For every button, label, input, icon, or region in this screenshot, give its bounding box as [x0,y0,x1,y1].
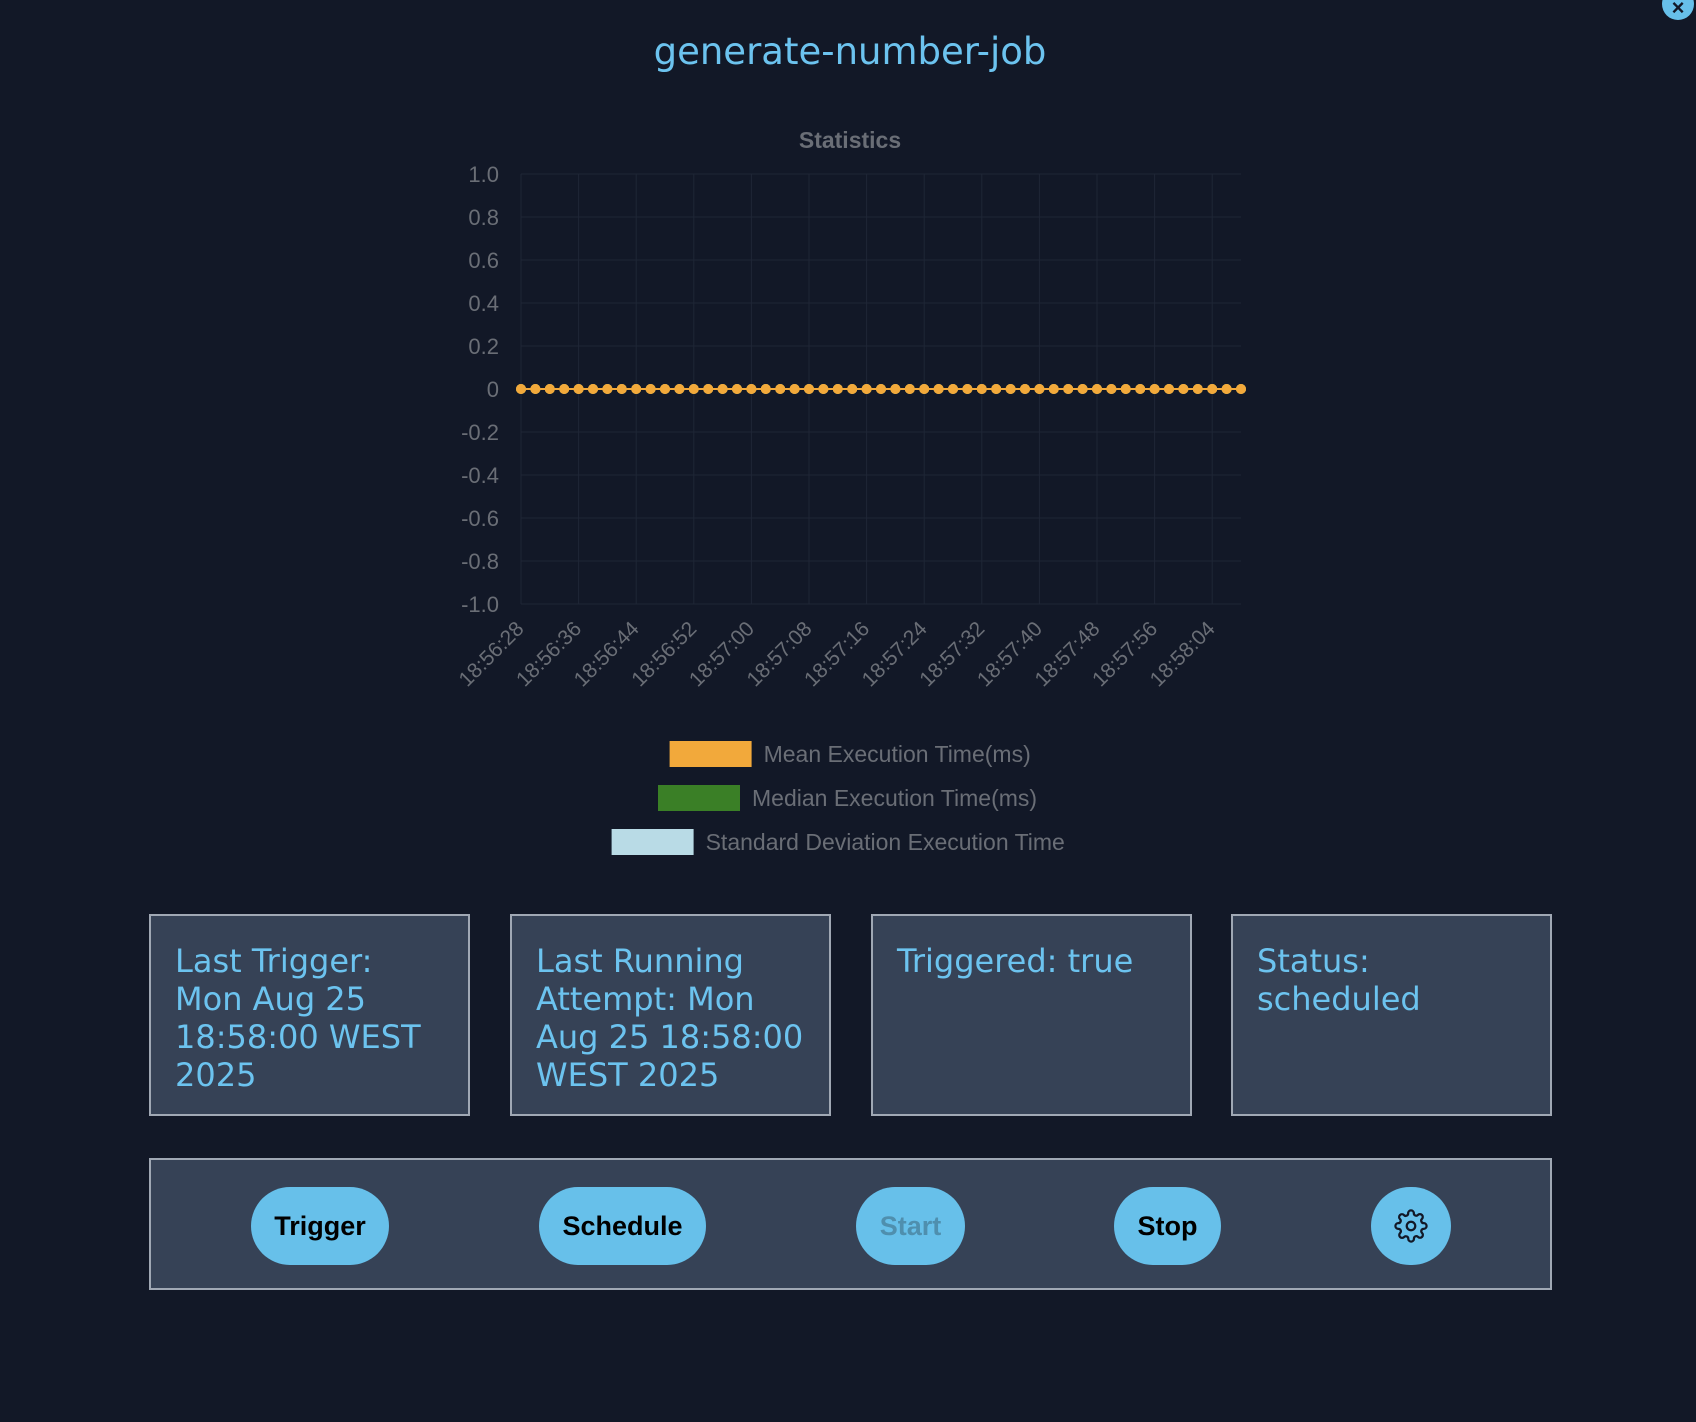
schedule-button[interactable]: Schedule [539,1187,706,1265]
data-point [1005,384,1016,394]
data-point [717,384,728,394]
data-point [703,384,714,394]
job-controls: Trigger Schedule Start Stop [149,1158,1552,1290]
legend-item[interactable]: Mean Execution Time(ms) [669,741,1031,767]
data-point [933,384,944,394]
status-text: Status: scheduled [1257,942,1421,1018]
legend-item[interactable]: Standard Deviation Execution Time [611,829,1065,855]
triggered-text: Triggered: true [897,942,1134,980]
data-point [775,384,786,394]
data-point [1207,384,1218,394]
data-point [544,384,555,394]
data-point [573,384,584,394]
last-trigger-text: Last Trigger: Mon Aug 25 18:58:00 WEST 2… [175,942,421,1094]
data-point [688,384,699,394]
data-point [876,384,886,394]
data-point [1221,384,1232,394]
data-point [645,384,656,394]
data-point [948,384,958,394]
close-icon: × [1671,0,1685,20]
data-point [1135,384,1146,394]
data-point [1063,384,1074,394]
data-point [1077,384,1088,394]
trigger-button[interactable]: Trigger [251,1187,389,1265]
data-point [1106,384,1117,394]
data-point [516,384,526,394]
data-point [631,384,642,394]
data-point [804,384,814,394]
settings-button[interactable] [1371,1187,1451,1265]
page-title: generate-number-job [653,30,1047,73]
data-point [559,384,570,394]
y-tick-label: -1.0 [461,592,499,617]
stop-button[interactable]: Stop [1114,1187,1221,1265]
data-point [746,384,757,394]
legend-swatch [669,741,752,767]
legend-label: Median Execution Time(ms) [752,785,1037,811]
data-point [919,384,930,394]
last-running-attempt-card: Last Running Attempt: Mon Aug 25 18:58:0… [510,914,831,1116]
y-tick-label: 0.8 [468,205,499,230]
y-tick-label: 0.4 [468,291,499,316]
y-tick-label: 0 [487,377,499,402]
data-point [1048,384,1059,394]
legend-label: Mean Execution Time(ms) [764,741,1031,767]
series-mean-points [516,384,1246,394]
data-point [962,384,973,394]
data-point [660,384,670,394]
data-point [847,384,858,394]
data-point [1236,384,1246,394]
data-point [832,384,843,394]
y-tick-label: 1.0 [468,162,499,187]
close-button[interactable]: × [1662,0,1694,20]
last-trigger-card: Last Trigger: Mon Aug 25 18:58:00 WEST 2… [149,914,470,1116]
data-point [1178,384,1189,394]
data-point [602,384,613,394]
last-running-attempt-text: Last Running Attempt: Mon Aug 25 18:58:0… [536,942,804,1094]
status-card: Status: scheduled [1231,914,1552,1116]
y-tick-label: 0.2 [468,334,499,359]
data-point [976,384,987,394]
y-tick-label: 0.6 [468,248,499,273]
data-point [789,384,800,394]
legend-swatch [658,785,740,811]
data-point [1192,384,1203,394]
data-point [818,384,829,394]
y-tick-label: -0.4 [461,463,499,488]
y-tick-label: -0.8 [461,549,499,574]
data-point [530,384,541,394]
legend-swatch [611,829,694,855]
data-point [991,384,1002,394]
gear-icon [1394,1209,1428,1243]
data-point [674,384,685,394]
legend-label: Standard Deviation Execution Time [706,829,1065,855]
data-point [1120,384,1131,394]
legend-item[interactable]: Median Execution Time(ms) [658,785,1037,811]
triggered-card: Triggered: true [871,914,1192,1116]
data-point [861,384,872,394]
start-button[interactable]: Start [856,1187,965,1265]
data-point [1092,384,1102,394]
data-point [1149,384,1160,394]
y-tick-label: -0.6 [461,506,499,531]
data-point [616,384,627,394]
data-point [1164,384,1174,394]
data-point [1034,384,1045,394]
data-point [732,384,742,394]
x-tick-label: 18:58:04 [1146,617,1220,691]
data-point [1020,384,1030,394]
data-point [760,384,771,394]
statistics-chart: Statistics 1.0 0.8 0.6 0.4 0.2 0 -0.2 -0.4 -0.6 -… [454,127,1246,855]
chart-title: Statistics [799,127,901,153]
data-point [890,384,901,394]
y-tick-label: -0.2 [461,420,499,445]
data-point [904,384,915,394]
data-point [588,384,598,394]
